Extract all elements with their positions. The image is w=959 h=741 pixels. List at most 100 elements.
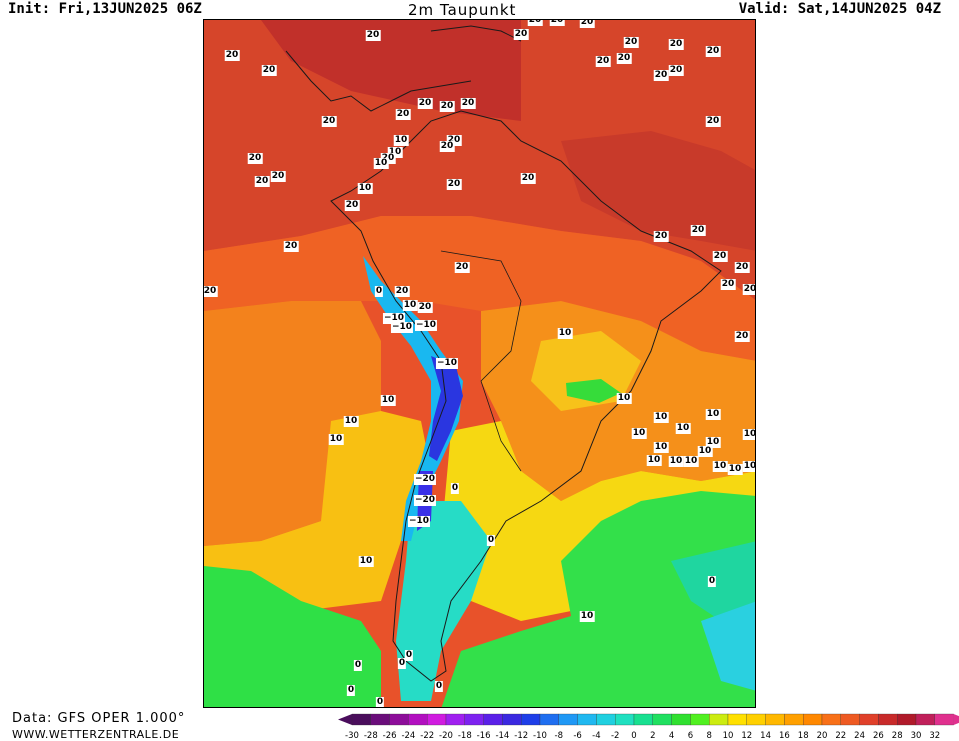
contour-label: 10 [328,434,344,445]
legend-tick-label: -8 [555,731,563,741]
contour-label: 20 [623,37,639,48]
legend-swatch [934,713,954,726]
contour-label: 0 [353,660,363,671]
contour-label: 0 [486,535,496,546]
valid-time-label: Valid: Sat,14JUN2025 04Z [738,1,941,17]
contour-label: 10 [683,456,699,467]
legend-tick-label: 18 [798,731,809,741]
contour-label: 20 [484,19,499,20]
contour-label: 20 [705,46,721,57]
contour-label: 20 [203,286,218,297]
contour-label: 20 [439,101,455,112]
legend-tick-label: -26 [383,731,397,741]
legend-swatch [671,713,691,726]
legend-swatch [897,713,917,726]
legend-tick-label: -30 [345,731,359,741]
legend-swatch [709,713,729,726]
legend-tick-label: -24 [401,731,415,741]
legend-tick-label: 32 [929,731,940,741]
chile-coast-yellow-zone [204,411,431,611]
legend-tick-label: -20 [439,731,453,741]
legend-tick-label: -14 [495,731,509,741]
legend-swatch [427,713,447,726]
legend-arrow-low [338,714,352,725]
contour-label: 20 [527,20,543,26]
contour-label: 20 [653,231,669,242]
legend-swatch [351,713,371,726]
legend-tick-label: 24 [854,731,865,741]
argentina-yellow-zone [441,421,755,621]
contour-label: 0 [404,650,414,661]
contour-label: 20 [720,279,736,290]
contour-label: 0 [397,658,407,669]
caribbean-moist-core [261,20,521,121]
contour-label: 20 [254,176,270,187]
contour-label: 10 [373,158,389,169]
contour-label: 10 [712,461,728,472]
legend-tick-label: -6 [573,731,581,741]
contour-label: 20 [417,302,433,313]
contour-label: 20 [742,284,756,295]
legend-tick-label: 26 [873,731,884,741]
legend-tick-label: 20 [817,731,828,741]
legend-tick-label: 8 [706,731,711,741]
legend-swatch [615,713,635,726]
contour-label: −10 [435,358,459,369]
contour-label: 20 [454,262,470,273]
contour-label: 10 [705,437,721,448]
legend-swatch [370,713,390,726]
legend-swatch [878,713,898,726]
legend-tick-label: 22 [835,731,846,741]
contour-label: 20 [513,29,529,40]
contour-label: −10 [390,322,414,333]
legend-swatch [821,713,841,726]
legend-swatch [558,713,578,726]
contour-label: 10 [343,416,359,427]
legend-swatch [727,713,747,726]
contour-label: 0 [450,483,460,494]
south-america-coastline [330,110,722,682]
contour-label: 20 [283,241,299,252]
legend-swatch [577,713,597,726]
country-borders [440,250,522,472]
legend-swatch [859,713,879,726]
contour-label: 10 [653,412,669,423]
contour-label: 20 [705,116,721,127]
legend-arrow-high [953,714,959,725]
contour-label: 0 [374,286,384,297]
contour-label: 10 [705,409,721,420]
legend-swatch [652,713,672,726]
brazil-highland-green-spot [566,379,621,403]
contour-label: 20 [446,179,462,190]
contour-label: 10 [742,461,756,472]
data-source-label: Data: GFS OPER 1.000° [12,711,186,726]
legend-tick-label: -2 [611,731,619,741]
central-america-coastline [285,50,472,112]
contour-label: 10 [380,395,396,406]
website-label: WWW.WETTERZENTRALE.DE [12,728,180,741]
legend-swatch [408,713,428,726]
legend-tick-label: 28 [892,731,903,741]
legend-swatch [746,713,766,726]
contour-label: 10 [646,455,662,466]
legend-swatch [765,713,785,726]
legend-swatch [502,713,522,726]
contour-label: 10 [631,428,647,439]
patagonia-dry-zone [396,501,491,701]
contour-label: 20 [690,225,706,236]
dewpoint-map: 202020202020202010102010102020202001020−… [203,19,756,708]
legend-tick-label: 6 [688,731,693,741]
contour-label: 0 [346,685,356,696]
legend-swatch [445,713,465,726]
contour-label: 10 [357,183,373,194]
legend-swatch [915,713,935,726]
contour-label: 20 [712,251,728,262]
amazon-moist-core [561,131,755,251]
legend-tick-label: -22 [420,731,434,741]
contour-label: 20 [365,30,381,41]
legend-tick-label: 16 [779,731,790,741]
caribbean-islands-coastline [430,25,522,42]
legend-swatch [840,713,860,726]
contour-label: 10 [616,393,632,404]
contour-label: 20 [460,98,476,109]
